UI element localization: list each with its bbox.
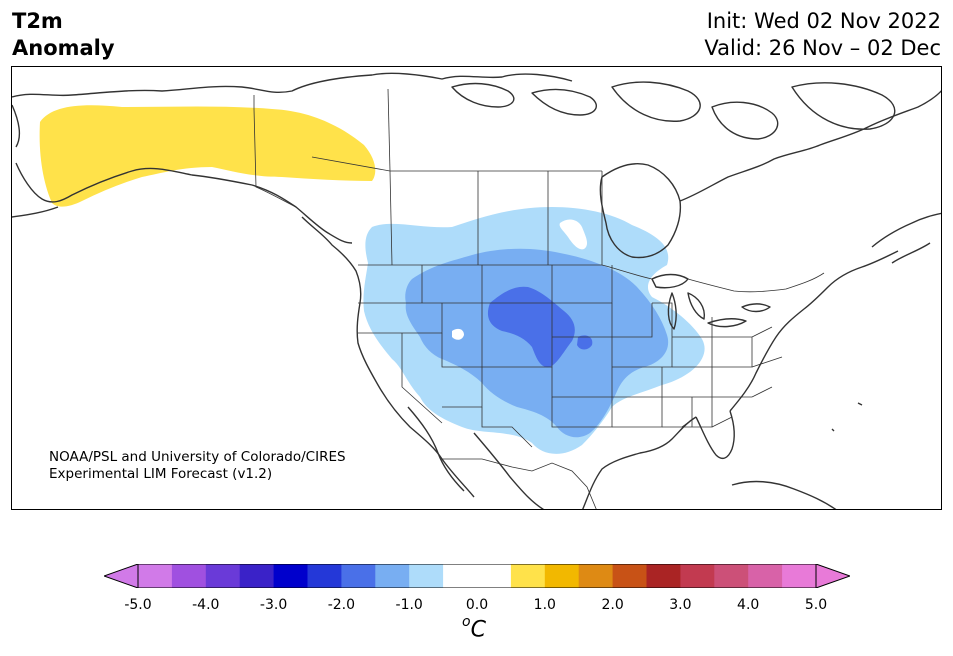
colorbar-cell: [443, 564, 478, 588]
colorbar-tick-label: 1.0: [533, 597, 556, 613]
borders: [253, 88, 825, 509]
colorbar-outline: [137, 564, 817, 588]
colorbar-cell: [341, 564, 376, 588]
colorbar-unit: oC: [462, 614, 486, 643]
credit-line-2: Experimental LIM Forecast (v1.2): [49, 466, 273, 482]
colorbar-cell: [646, 564, 681, 588]
colorbar-tick-label: 2.0: [601, 597, 624, 613]
colorbar-tick-label: -3.0: [259, 597, 288, 613]
colorbar-tick-label: -1.0: [395, 597, 423, 613]
unit-letter: C: [470, 617, 486, 643]
field-title: Anomaly: [12, 36, 115, 60]
date-block: Init: Wed 02 Nov 2022 Valid: 26 Nov – 02…: [704, 8, 941, 62]
colorbar-cell: [205, 564, 241, 588]
colorbar-cell: [578, 564, 614, 588]
colorbar-cell: [239, 564, 275, 588]
colorbar: [104, 564, 850, 588]
colorbar-cell: [680, 564, 715, 588]
cold-anomaly-core: [487, 286, 575, 368]
colorbar-cell: [782, 564, 817, 588]
colorbar-cell: [409, 564, 444, 588]
colorbar-cell: [375, 564, 410, 588]
colorbar-tick-label: 4.0: [737, 597, 760, 613]
valid-date: Valid: 26 Nov – 02 Dec: [704, 36, 941, 60]
colorbar-cell: [714, 564, 749, 588]
colorbar-cell: [510, 564, 546, 588]
colorbar-cell: [612, 564, 647, 588]
colorbar-tick-label: 5.0: [804, 597, 828, 613]
colorbar-cell: [477, 564, 512, 588]
credit-text: NOAA/PSL and University of Colorado/CIRE…: [49, 449, 346, 483]
colorbar-cell: [307, 564, 342, 588]
warm-anomaly-alaska: [39, 105, 376, 207]
cold-anomaly-core-east: [577, 335, 593, 350]
degree-superscript: o: [462, 614, 471, 630]
credit-line-1: NOAA/PSL and University of Colorado/CIRE…: [49, 449, 346, 465]
map-panel: NOAA/PSL and University of Colorado/CIRE…: [11, 66, 942, 510]
colorbar-cell: [138, 564, 173, 588]
colorbar-over-triangle: [815, 564, 850, 588]
coastlines: [12, 72, 941, 509]
neutral-hole-manitoba: [559, 219, 588, 250]
map-svg: [12, 72, 941, 509]
colorbar-cell: [748, 564, 783, 588]
colorbar-tick-label: -4.0: [192, 597, 220, 613]
colorbar-tick-label: 3.0: [669, 597, 692, 613]
colorbar-tick-label: -2.0: [327, 597, 356, 613]
init-date: Init: Wed 02 Nov 2022: [706, 9, 941, 33]
neutral-hole-west: [452, 328, 464, 340]
colorbar-cell: [544, 564, 580, 588]
variable-title: T2m: [12, 9, 63, 33]
colorbar-tick-label: -5.0: [124, 597, 152, 613]
colorbar-cell: [171, 564, 207, 588]
colorbar-cells: [138, 564, 817, 588]
colorbar-tick-label: 0.0: [465, 597, 489, 613]
title-block: T2m Anomaly: [12, 8, 115, 62]
colorbar-cell: [273, 564, 308, 588]
colorbar-under-triangle: [104, 564, 139, 588]
